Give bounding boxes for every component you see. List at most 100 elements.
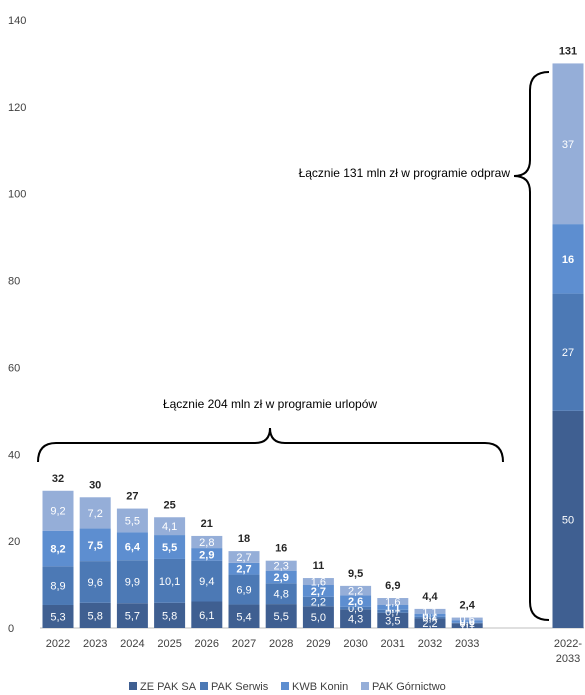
bar-total-label: 25 (163, 499, 175, 511)
y-tick-label: 0 (8, 623, 14, 635)
segment-value-label: 2,3 (274, 561, 289, 573)
bar-total-label: 18 (238, 533, 250, 545)
segment-value-label: 1,1 (385, 602, 400, 614)
segment-value-label: 2,2 (422, 618, 437, 630)
bar-segment (191, 560, 223, 602)
bar-segment (302, 585, 334, 597)
x-tick-label: 2032 (418, 638, 442, 650)
bar-segment (228, 574, 260, 605)
odprawy-annotation: Łącznie 131 mln zł w programie odpraw (299, 166, 511, 180)
bar-segment (302, 596, 334, 607)
bar-total-label: 9,5 (348, 568, 363, 580)
legend: ZE PAK SA PAK Serwis KWB Konin PAK Górnictw… (129, 681, 446, 693)
bar-segment (340, 595, 372, 607)
y-axis: 0 20 40 60 80 100 120 140 (8, 15, 26, 635)
y-tick-label: 100 (8, 189, 26, 201)
x-tick-label: 2029 (306, 638, 330, 650)
bar-segment (377, 612, 409, 628)
x-tick-label: 2027 (232, 638, 256, 650)
bar-segment (79, 602, 111, 628)
bar-total-label: 32 (52, 473, 64, 485)
segment-value-label: 9,9 (125, 577, 140, 589)
segment-value-label: 2,9 (199, 549, 214, 561)
bar-total-label: 131 (559, 45, 577, 57)
bar-segment (552, 293, 584, 411)
bar-segment (552, 63, 584, 225)
bar-segment (451, 623, 483, 628)
segment-value-label: 2,2 (348, 586, 363, 598)
legend-label: ZE PAK SA (140, 681, 197, 693)
segment-value-label: 16 (562, 254, 574, 266)
legend-label: KWB Konin (292, 681, 348, 693)
annotations: Łącznie 204 mln zł w programie urlopów Ł… (37, 71, 550, 621)
segment-value-label: 5,8 (162, 610, 177, 622)
segment-value-label: 5,8 (88, 610, 103, 622)
bar-total-label: 11 (313, 560, 325, 572)
segment-value-label: 9,4 (199, 576, 214, 588)
legend-label: PAK Serwis (211, 681, 269, 693)
segment-value-label: 3,5 (385, 615, 400, 627)
segment-value-label: 2,7 (311, 586, 326, 598)
bar-total-label: 6,9 (385, 580, 400, 592)
bar-segment (42, 530, 74, 567)
bars: 5,3 8,9 8,2 9,2 32 2022 5,8 9,6 7,5 7,2 30 2023 5,7 9… (42, 45, 584, 665)
legend-swatch (361, 682, 369, 690)
bar-segment (377, 609, 409, 613)
segment-value-label: 0,6 (460, 614, 475, 626)
segment-value-label: 2,2 (311, 597, 326, 609)
segment-value-label: 50 (562, 514, 574, 526)
segment-value-label: 4,3 (348, 614, 363, 626)
y-tick-label: 80 (8, 276, 20, 288)
bar-segment (116, 532, 148, 561)
bar-segment (42, 566, 74, 605)
bar-segment (414, 618, 446, 628)
segment-value-label: 37 (562, 139, 574, 151)
bar-segment (451, 620, 483, 623)
x-tick-label: 2022- (554, 638, 582, 650)
segment-value-label: 5,5 (274, 611, 289, 623)
urlopy-annotation: Łącznie 204 mln zł w programie urlopów (163, 397, 377, 411)
bar-segment (116, 508, 148, 533)
bar-segment (191, 535, 223, 549)
segment-value-label: 6,1 (199, 610, 214, 622)
bar-segment (451, 617, 483, 621)
segment-value-label: 4,8 (274, 589, 289, 601)
bar-segment (79, 497, 111, 529)
bar-segment (42, 604, 74, 628)
y-tick-label: 20 (8, 536, 20, 548)
x-tick-label: 2030 (343, 638, 367, 650)
segment-value-label: 5,0 (311, 612, 326, 624)
bar-segment (552, 410, 584, 628)
bar-total-label: 4,4 (422, 591, 438, 603)
bar-segment (265, 604, 297, 628)
legend-swatch (129, 682, 137, 690)
segment-value-label: 2,7 (236, 552, 251, 564)
segment-value-label: 2,7 (236, 564, 251, 576)
bar-segment (302, 606, 334, 628)
bar-segment (302, 578, 334, 586)
bar-segment (265, 560, 297, 571)
x-tick-label: 2031 (381, 638, 405, 650)
x-tick-label: 2028 (269, 638, 293, 650)
bar-segment (414, 613, 446, 617)
bar-segment (228, 604, 260, 628)
bar-segment (154, 535, 186, 559)
segment-value-label: 9,2 (50, 506, 65, 518)
bar-total-label: 30 (89, 479, 101, 491)
segment-value-label: 10,1 (159, 576, 180, 588)
y-tick-label: 60 (8, 362, 20, 374)
bar-segment (191, 601, 223, 628)
bar-segment (79, 561, 111, 603)
segment-value-label: 5,3 (50, 611, 65, 623)
segment-value-label: 1,1 (460, 621, 475, 633)
bar-total-label: 21 (201, 518, 213, 530)
legend-label: PAK Górnictwo (372, 681, 446, 693)
segment-value-label: 6,9 (236, 585, 251, 597)
bar-segment (340, 606, 372, 610)
odprawy-brace (513, 71, 550, 621)
x-tick-label: 2033 (455, 638, 479, 650)
x-tick-label: 2026 (195, 638, 219, 650)
x-tick-label: 2033 (556, 653, 580, 665)
segment-value-label: 8,9 (50, 581, 65, 593)
legend-swatch (200, 682, 208, 690)
